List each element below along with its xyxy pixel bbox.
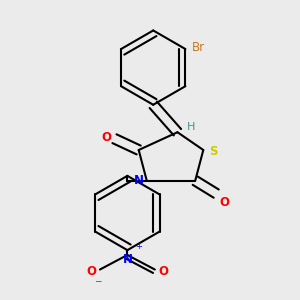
- Text: O: O: [159, 265, 169, 278]
- Text: −: −: [94, 277, 101, 286]
- Text: O: O: [86, 265, 96, 278]
- Text: S: S: [209, 145, 218, 158]
- Text: N: N: [134, 174, 143, 187]
- Text: O: O: [220, 196, 230, 209]
- Text: O: O: [101, 130, 111, 144]
- Text: +: +: [136, 242, 142, 251]
- Text: H: H: [187, 122, 196, 132]
- Text: N: N: [122, 254, 132, 266]
- Text: Br: Br: [192, 41, 205, 54]
